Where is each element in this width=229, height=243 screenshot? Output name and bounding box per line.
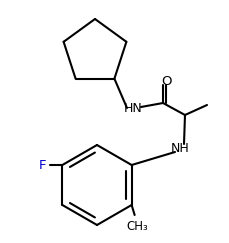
Text: CH₃: CH₃ [126,220,148,234]
Text: F: F [38,158,46,172]
Text: NH: NH [170,141,188,155]
Text: HN: HN [123,102,142,114]
Text: O: O [161,75,172,87]
